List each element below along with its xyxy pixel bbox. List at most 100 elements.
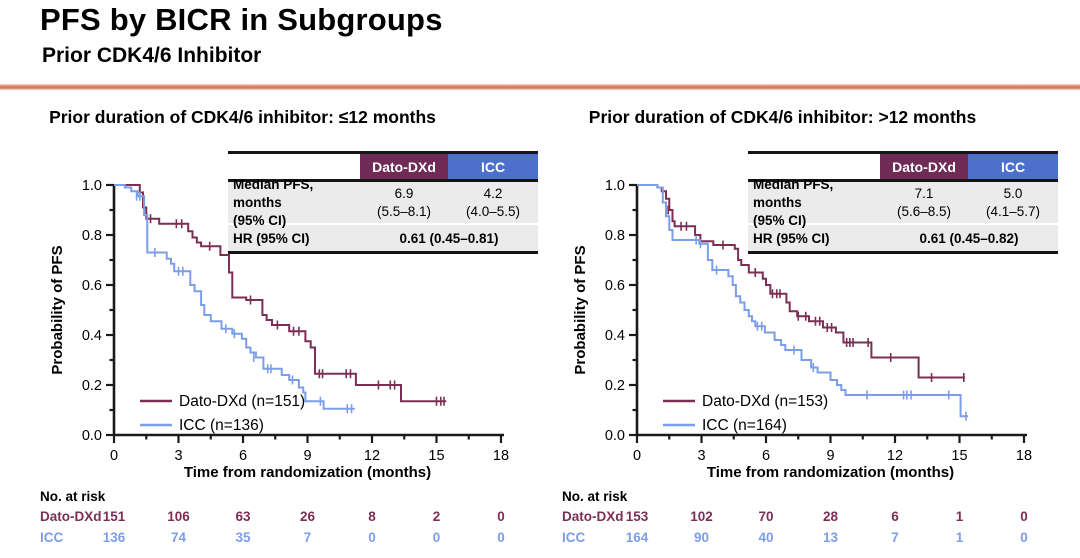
risk-table-heading: No. at risk: [562, 489, 628, 504]
risk-count-icc: 40: [758, 530, 774, 545]
km-panel-gt12-months: Prior duration of CDK4/6 inhibitor: >12 …: [540, 105, 1080, 558]
page-title: PFS by BICR in Subgroups: [40, 2, 443, 37]
risk-count-icc: 164: [625, 530, 649, 545]
km-curve-icc: [637, 184, 969, 418]
x-tick-label: 12: [887, 448, 903, 464]
risk-row-label-dato: Dato-DXd: [562, 509, 624, 524]
x-tick-label: 18: [493, 448, 509, 464]
risk-count-dato: 153: [625, 509, 649, 524]
chart-title: Prior duration of CDK4/6 inhibitor: >12 …: [588, 107, 977, 127]
legend-label-icc: ICC (n=164): [702, 417, 787, 434]
km-curve-dato: [114, 184, 447, 403]
x-axis-title: Time from randomization (months): [707, 464, 954, 480]
x-tick-label: 0: [110, 448, 118, 464]
stats-table-body: Median PFS, months (95% CI) 7.1 (5.6–8.5) 5.…: [748, 177, 1058, 251]
x-tick-label: 6: [762, 448, 770, 464]
stats-header-dato: Dato-DXd: [360, 154, 448, 179]
y-tick-label: 0.6: [82, 278, 102, 294]
y-tick-label: 0.6: [605, 278, 625, 294]
stats-header-spacer: [748, 154, 880, 179]
stats-table-header: Dato-DXd ICC: [228, 154, 538, 182]
km-curve-icc: [114, 184, 355, 410]
y-axis-title: Probability of PFS: [49, 245, 66, 374]
risk-count-icc: 74: [170, 530, 187, 545]
y-tick-label: 0.8: [605, 228, 625, 244]
x-axis-title: Time from randomization (months): [184, 464, 431, 480]
stats-hr-label: HR (95% CI): [753, 230, 830, 246]
stats-hr-value: 0.61 (0.45–0.81): [399, 230, 499, 246]
y-tick-label: 0.2: [605, 378, 625, 394]
stats-table-header: Dato-DXd ICC: [748, 154, 1058, 182]
km-curve-dato: [637, 184, 965, 379]
risk-table-heading: No. at risk: [40, 489, 106, 504]
stats-hr-value: 0.61 (0.45–0.82): [919, 230, 1019, 246]
x-tick-label: 15: [951, 448, 967, 464]
stats-table: Dato-DXd ICC Median PFS, months (95% CI) 7.1…: [748, 151, 1058, 254]
stats-median-label: Median PFS, months (95% CI): [753, 176, 834, 228]
risk-row-label-dato: Dato-DXd: [40, 509, 102, 524]
risk-count-dato: 151: [102, 509, 126, 524]
stats-row-separator: [748, 223, 1058, 225]
km-chart: 0.0 0.2 0.4 0.6 0.8 1.0 Probability of PFS 0 3 6 9…: [572, 178, 1032, 480]
risk-count-icc: 0: [497, 530, 505, 545]
stats-hr-label: HR (95% CI): [233, 230, 310, 246]
page-subtitle: Prior CDK4/6 Inhibitor: [42, 44, 262, 67]
x-tick-label: 9: [303, 448, 311, 464]
risk-count-dato: 63: [235, 509, 251, 524]
header-divider: [0, 84, 1080, 90]
risk-count-dato: 28: [822, 509, 839, 524]
risk-count-icc: 13: [822, 530, 839, 545]
stats-row-hr: HR (95% CI) 0.61 (0.45–0.82): [748, 225, 1058, 251]
km-panel-le12-months: Prior duration of CDK4/6 inhibitor: ≤12 …: [0, 105, 540, 558]
y-tick-label: 0.8: [82, 228, 102, 244]
risk-count-dato: 8: [368, 509, 376, 524]
risk-count-icc: 1: [955, 530, 964, 545]
stats-median-value-dato: 6.9 (5.5–8.1): [376, 185, 432, 219]
stats-row-median: Median PFS, months (95% CI) 6.9 (5.5–8.1) 4.…: [228, 177, 538, 228]
legend-label-icc: ICC (n=136): [179, 417, 264, 434]
stats-header-spacer: [228, 154, 360, 179]
stats-row-separator: [228, 223, 538, 225]
km-chart: 0.0 0.2 0.4 0.6 0.8 1.0 Probability of PFS 0 3 6 9…: [49, 178, 509, 480]
y-tick-label: 0.0: [605, 428, 625, 444]
x-tick-label: 6: [239, 448, 247, 464]
y-tick-label: 0.2: [82, 378, 102, 394]
risk-count-dato: 1: [955, 509, 964, 524]
risk-count-dato: 0: [497, 509, 505, 524]
y-axis-title: Probability of PFS: [572, 245, 589, 374]
risk-count-dato: 26: [299, 509, 316, 524]
y-tick-label: 1.0: [82, 178, 102, 194]
x-tick-label: 12: [364, 448, 380, 464]
risk-count-icc: 0: [432, 530, 441, 545]
x-tick-label: 3: [174, 448, 182, 464]
risk-count-dato: 6: [891, 509, 899, 524]
risk-count-icc: 35: [235, 530, 251, 545]
risk-row-label-icc: ICC: [40, 530, 64, 545]
y-tick-label: 0.4: [82, 328, 102, 344]
y-tick-label: 0.4: [605, 328, 625, 344]
x-tick-label: 9: [826, 448, 834, 464]
stats-median-value-icc: 4.2 (4.0–5.5): [465, 185, 521, 219]
x-tick-label: 0: [633, 448, 641, 464]
stats-table: Dato-DXd ICC Median PFS, months (95% CI) 6.9…: [228, 151, 538, 254]
risk-count-dato: 70: [758, 509, 774, 524]
y-tick-label: 1.0: [605, 178, 625, 194]
risk-count-icc: 0: [1020, 530, 1028, 545]
stats-header-icc: ICC: [968, 154, 1058, 179]
risk-count-dato: 2: [432, 509, 441, 524]
legend-label-dato: Dato-DXd (n=151): [179, 393, 305, 410]
stats-median-value-icc: 5.0 (4.1–5.7): [985, 185, 1041, 219]
stats-header-dato: Dato-DXd: [880, 154, 968, 179]
risk-count-icc: 90: [693, 530, 710, 545]
x-tick-label: 3: [697, 448, 705, 464]
chart-title: Prior duration of CDK4/6 inhibitor: ≤12 …: [49, 107, 436, 127]
risk-count-icc: 136: [102, 530, 126, 545]
stats-median-label: Median PFS, months (95% CI): [233, 176, 314, 228]
y-tick-label: 0.0: [82, 428, 102, 444]
risk-count-icc: 0: [368, 530, 376, 545]
risk-row-label-icc: ICC: [562, 530, 586, 545]
x-tick-label: 15: [428, 448, 444, 464]
risk-count-icc: 7: [303, 530, 312, 545]
stats-median-value-dato: 7.1 (5.6–8.5): [896, 185, 952, 219]
